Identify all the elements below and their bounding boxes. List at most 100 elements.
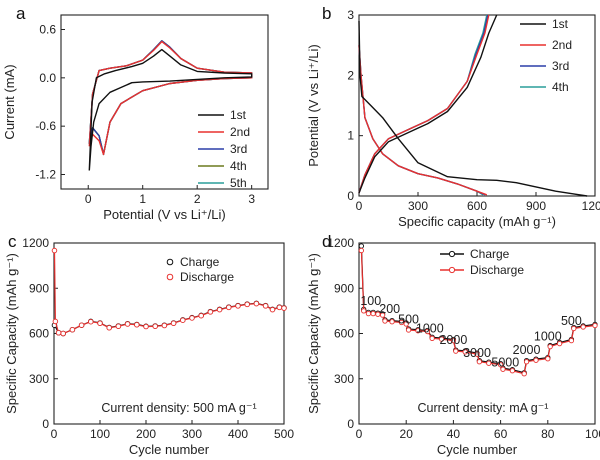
rate-label: 3000 (463, 346, 491, 360)
panel-b: b 0 300 600 900 1200 0 1 2 3 Specific capacity (mA… (306, 4, 600, 229)
data-point (379, 312, 386, 318)
data-point (143, 323, 149, 330)
legend-label: Charge (470, 247, 510, 261)
discharge-curve (358, 45, 488, 196)
x-axis-label: Potential (V vs Li⁺/Li) (103, 207, 225, 222)
rate-label: 500 (398, 313, 419, 327)
y-tick-label: 0 (42, 417, 49, 431)
data-point (429, 335, 435, 341)
data-point (556, 340, 563, 347)
data-point (198, 312, 204, 319)
legend-label: Charge (180, 255, 220, 269)
y-tick-label: 1200 (327, 236, 354, 250)
data-point (523, 359, 530, 365)
x-tick-label: 60 (494, 427, 508, 441)
legend-label: 2nd (552, 38, 572, 52)
data-point (52, 318, 59, 325)
legend-marker (166, 258, 174, 266)
data-point (253, 300, 260, 307)
data-point (474, 351, 480, 357)
discharge-curve (358, 45, 484, 196)
data-point (269, 306, 276, 313)
data-point (533, 357, 539, 363)
data-point (60, 330, 66, 337)
x-tick-label: 500 (274, 427, 294, 441)
data-point (276, 304, 283, 311)
data-point (521, 371, 527, 377)
data-point (365, 310, 372, 317)
panel-c: c 0 100 200 300 400 500 0 300 600 900 1200 Cycle num… (4, 232, 294, 457)
panel-label: b (322, 4, 331, 23)
data-point (509, 368, 516, 374)
cv-curve (88, 48, 253, 171)
rate-label: 2000 (439, 333, 467, 347)
rate-line (360, 250, 596, 375)
x-axis-label: Cycle number (437, 442, 518, 457)
data-point (235, 303, 241, 309)
y-tick-label: 2 (347, 68, 354, 82)
cv-curve (88, 40, 253, 156)
panel-label: a (16, 4, 26, 23)
current-density-note: Current density: 500 mA g⁻¹ (101, 401, 256, 415)
x-tick-label: 0 (51, 427, 58, 441)
rate-label: 100 (360, 294, 381, 308)
data-point (580, 324, 586, 330)
y-tick-label: -1.2 (35, 168, 56, 182)
x-tick-label: 1200 (582, 199, 600, 213)
data-point (438, 336, 445, 342)
x-tick-label: 20 (400, 427, 414, 441)
y-tick-label: 0 (347, 189, 354, 203)
y-axis-label: Potential (V vs Li⁺/Li) (306, 44, 321, 166)
data-point (462, 349, 468, 355)
data-point (398, 319, 405, 326)
plot-frame (53, 242, 285, 425)
data-point (216, 306, 223, 313)
x-tick-label: 300 (408, 199, 428, 213)
y-tick-label: 300 (29, 372, 49, 386)
data-point (389, 319, 395, 325)
data-point (134, 322, 140, 328)
data-point (88, 318, 94, 325)
data-point (152, 323, 158, 330)
legend-label: 4th (230, 159, 247, 173)
x-tick-label: 200 (136, 427, 156, 441)
rate-label: 5000 (491, 356, 519, 370)
data-point (450, 337, 457, 344)
data-point (375, 311, 381, 317)
x-tick-label: 80 (541, 427, 555, 441)
rate-label: 200 (379, 302, 400, 316)
data-point (361, 308, 367, 314)
data-point (51, 247, 58, 254)
data-point (262, 303, 269, 309)
x-tick-label: 2 (194, 192, 201, 206)
x-tick-label: 100 (585, 427, 600, 441)
x-tick-label: 40 (447, 427, 461, 441)
cv-curve (88, 40, 253, 156)
x-tick-label: 1 (139, 192, 146, 206)
legend-label: 5th (230, 176, 247, 190)
current-density-note: Current density: mA g⁻¹ (418, 401, 549, 415)
legend-marker (448, 266, 456, 274)
data-point (69, 326, 76, 333)
data-point (403, 321, 409, 327)
x-tick-label: 600 (467, 199, 487, 213)
data-point (358, 243, 365, 249)
rate-label: 1000 (534, 329, 562, 343)
legend-marker (448, 250, 456, 258)
panel-label: d (322, 232, 331, 251)
charge-curve (358, 14, 488, 194)
data-point (161, 322, 168, 329)
legend-label: 3rd (552, 59, 569, 73)
legend-marker (166, 273, 174, 281)
data-point (124, 321, 131, 327)
data-point (453, 348, 459, 354)
plot-frame (60, 14, 269, 190)
data-point (547, 343, 553, 350)
legend-label: 1st (552, 17, 569, 31)
data-point (370, 310, 376, 317)
data-point (424, 328, 431, 335)
x-tick-label: 900 (526, 199, 546, 213)
x-tick-label: 0 (85, 192, 92, 206)
data-point (415, 328, 421, 334)
